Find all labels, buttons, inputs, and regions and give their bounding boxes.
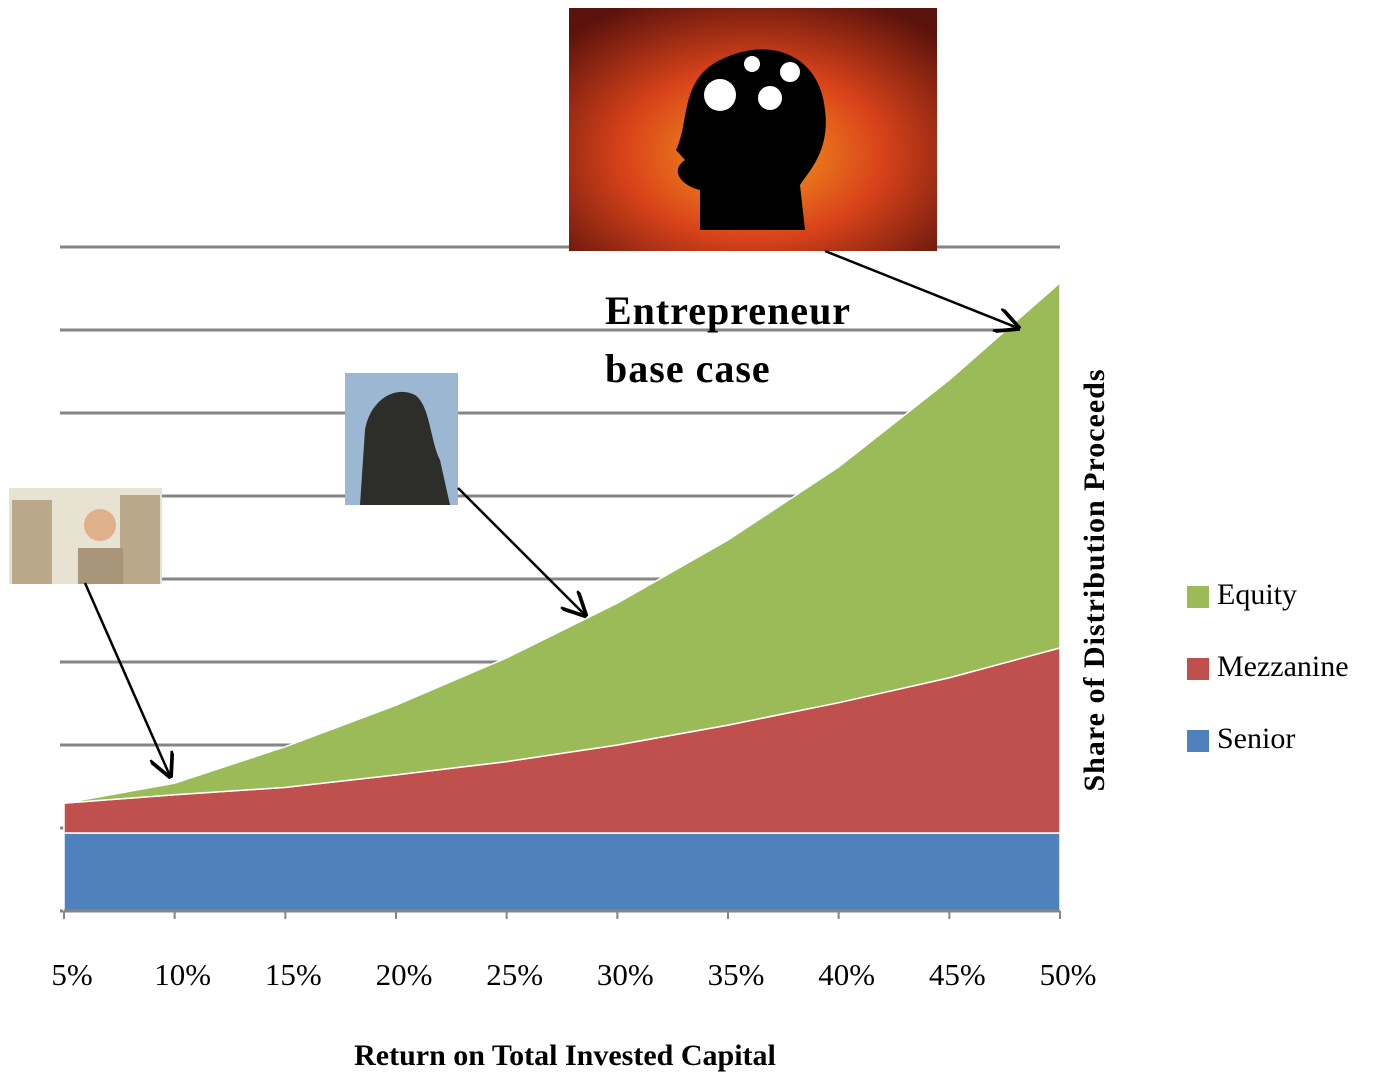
x-axis-title: Return on Total Invested Capital [354,1039,776,1072]
legend-swatch [1187,586,1209,608]
x-tick-label: 25% [486,957,543,992]
x-tick-label: 10% [154,957,211,992]
legend: Equity Mezzanine Senior [1187,578,1349,755]
legend-swatch [1187,730,1209,752]
arrow [457,487,585,615]
x-tick-label: 45% [929,957,986,992]
x-tick-label: 40% [818,957,875,992]
image-thinker [345,373,458,505]
area [63,832,1061,912]
x-tick-label: 20% [376,957,433,992]
annotation: Entrepreneur base case [605,288,851,391]
image-head [569,8,937,251]
arrow [83,582,170,776]
area [63,281,1061,804]
areas: 5% 10% 15% 20% 25% 30% 35% 40% 45% 50% [51,281,1097,992]
image-books [9,488,162,584]
x-tick-label: 35% [708,957,765,992]
legend-swatch [1187,658,1209,680]
x-tick-label: 5% [51,957,92,992]
y-axis-title: Share of Distribution Proceeds [1078,368,1111,791]
legend-label: Senior [1217,722,1295,755]
legend-label: Equity [1217,578,1297,611]
x-tick-label: 15% [265,957,322,992]
legend-label: Mezzanine [1217,650,1349,683]
arrow [824,249,1018,328]
x-tick-label: 30% [597,957,654,992]
x-tick-label: 50% [1040,957,1097,992]
